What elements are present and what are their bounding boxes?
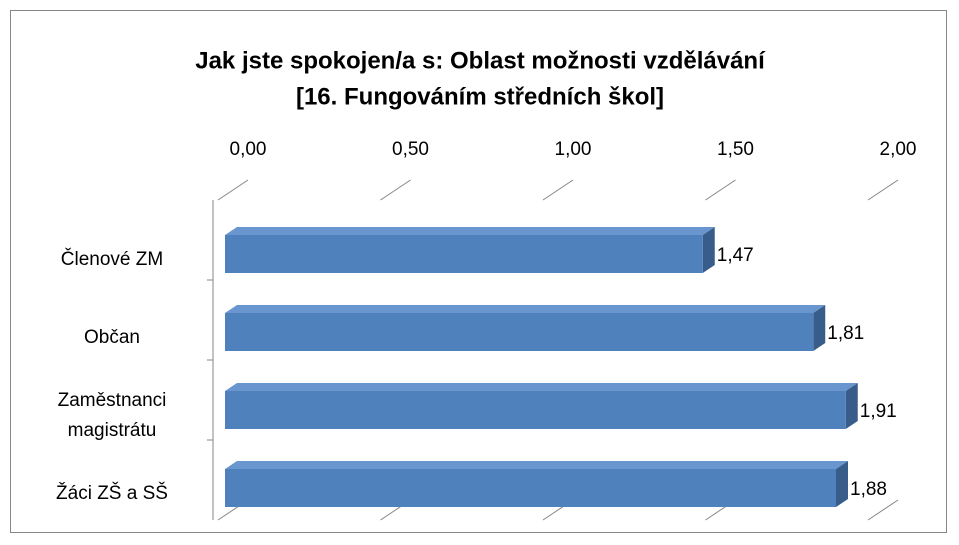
x-tick-label: 0,50 [392,139,429,160]
tick-mark [380,179,411,201]
data-label: 1,81 [827,323,864,344]
bar [225,235,703,273]
y-tick-label: Členové ZM [60,249,164,270]
bar-side [813,305,826,351]
chart-border [10,10,947,533]
bar-side [702,227,715,273]
y-tick-label: Občan [84,327,140,348]
chart-title: [16. Fungováním středních škol] [296,83,664,110]
data-label: 1,47 [717,245,754,266]
bar [225,469,836,507]
x-tick-label: 2,00 [880,139,917,160]
tick-mark [705,179,736,201]
x-tick-label: 1,00 [555,139,592,160]
bar-top [225,461,848,469]
data-label: 1,88 [850,479,887,500]
x-tick-label: 0,00 [230,139,267,160]
bar-top [225,383,858,391]
tick-mark [217,179,249,201]
y-tick-label: Zaměstnanci magistrátu [57,390,167,441]
tick-mark [542,179,574,201]
bar [225,391,846,429]
bar [225,313,814,351]
tick-mark [867,499,899,521]
y-tick-label: Žáci ZŠ a SŠ [56,483,168,504]
bar-side [845,383,858,429]
bar-top [225,305,826,313]
bar-side [836,461,848,507]
x-tick-label: 1,50 [717,139,754,160]
tick-mark [867,179,899,201]
bar-top [225,227,715,235]
data-label: 1,91 [860,401,897,422]
chart-title: Jak jste spokojen/a s: Oblast možnosti v… [195,47,766,74]
